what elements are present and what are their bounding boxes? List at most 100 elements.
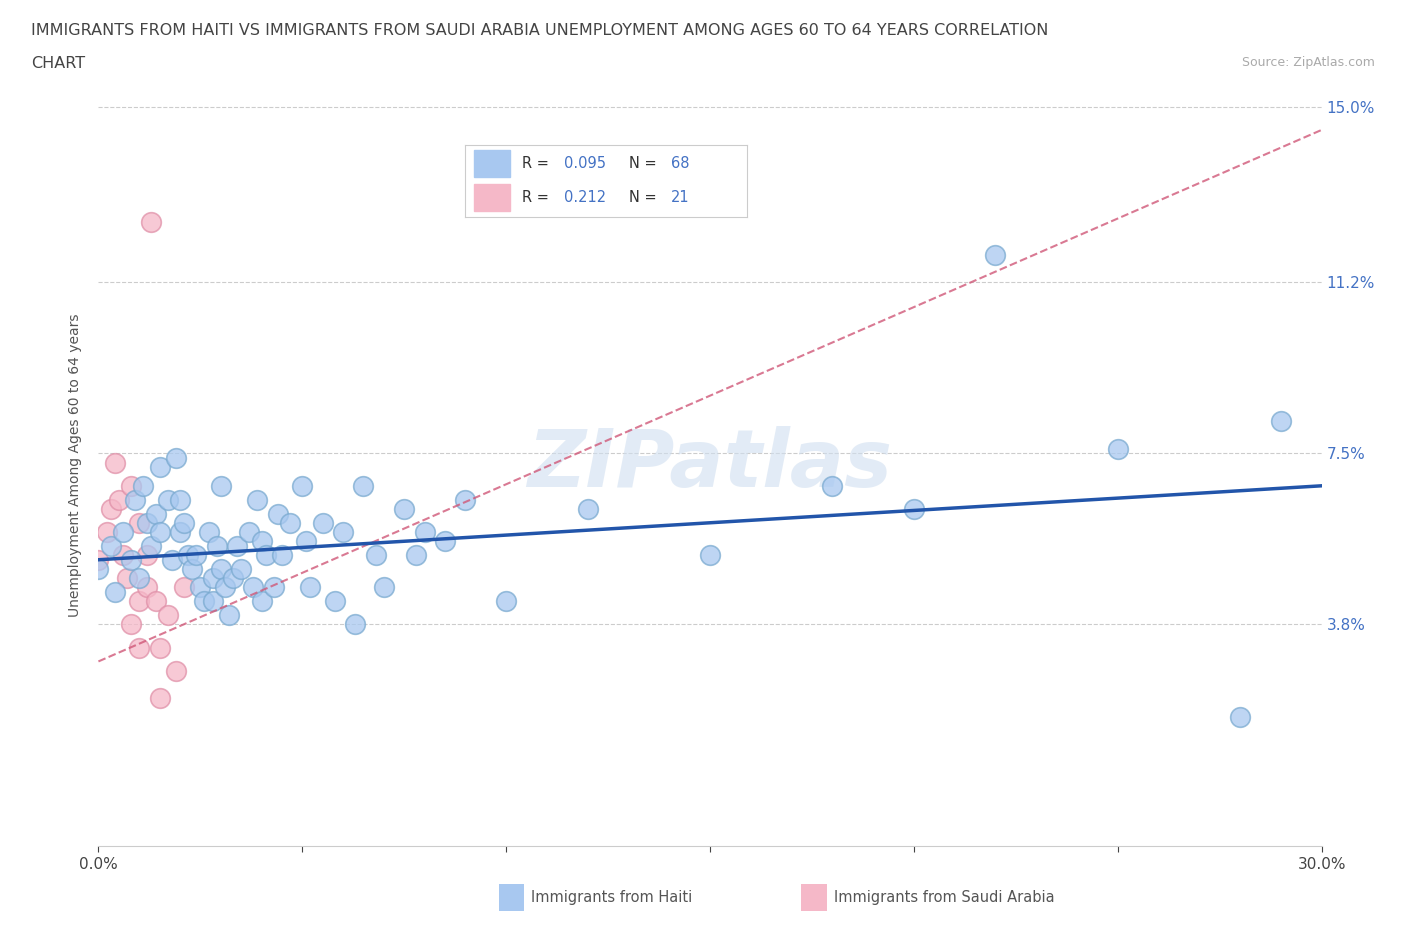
Text: ZIPatlas: ZIPatlas — [527, 426, 893, 504]
Point — [141, 538, 163, 553]
Point — [124, 492, 146, 507]
Point — [169, 492, 191, 507]
Point — [295, 534, 318, 549]
Point — [250, 594, 273, 609]
Point — [149, 691, 172, 706]
Point — [156, 608, 179, 623]
Point — [242, 580, 264, 595]
Point — [205, 538, 228, 553]
Point — [270, 548, 294, 563]
Text: R =: R = — [522, 190, 553, 206]
Point — [312, 515, 335, 530]
Point — [246, 492, 269, 507]
Point — [218, 608, 240, 623]
Point — [699, 548, 721, 563]
Point — [231, 562, 253, 577]
Point — [267, 506, 290, 521]
Point — [344, 617, 367, 631]
Point — [108, 492, 131, 507]
Point — [821, 478, 844, 493]
Point — [115, 571, 138, 586]
Text: N =: N = — [628, 156, 661, 171]
Point — [165, 663, 187, 678]
Point — [214, 580, 236, 595]
Point — [373, 580, 395, 595]
Point — [111, 525, 134, 539]
Bar — [474, 184, 510, 211]
Text: Source: ZipAtlas.com: Source: ZipAtlas.com — [1241, 56, 1375, 69]
Y-axis label: Unemployment Among Ages 60 to 64 years: Unemployment Among Ages 60 to 64 years — [67, 313, 82, 617]
Point — [332, 525, 354, 539]
Point — [120, 617, 142, 631]
Point — [1107, 442, 1129, 457]
Point — [323, 594, 346, 609]
Point — [128, 640, 150, 655]
Point — [160, 552, 183, 567]
Point — [145, 594, 167, 609]
Point — [222, 571, 245, 586]
Point — [181, 562, 204, 577]
Point — [1270, 414, 1292, 429]
Point — [149, 640, 172, 655]
Point — [173, 580, 195, 595]
Point — [193, 594, 215, 609]
Point — [173, 515, 195, 530]
Point — [1229, 710, 1251, 724]
Point — [392, 501, 416, 516]
Text: N =: N = — [628, 190, 661, 206]
Point — [576, 501, 599, 516]
Point — [201, 571, 224, 586]
Point — [132, 478, 155, 493]
Point — [87, 552, 110, 567]
Point — [104, 585, 127, 600]
Point — [96, 525, 118, 539]
Point — [299, 580, 322, 595]
Point — [128, 515, 150, 530]
Point — [291, 478, 314, 493]
Point — [903, 501, 925, 516]
Point — [405, 548, 427, 563]
Point — [250, 534, 273, 549]
Point — [254, 548, 277, 563]
Point — [364, 548, 387, 563]
Point — [104, 456, 127, 471]
Point — [111, 548, 134, 563]
Point — [128, 594, 150, 609]
Point — [141, 215, 163, 230]
Text: R =: R = — [522, 156, 553, 171]
Point — [201, 594, 224, 609]
Point — [188, 580, 212, 595]
Point — [136, 548, 159, 563]
Text: 0.212: 0.212 — [564, 190, 606, 206]
Point — [278, 515, 301, 530]
Point — [100, 501, 122, 516]
Bar — [474, 150, 510, 178]
Point — [156, 492, 179, 507]
Point — [226, 538, 249, 553]
Text: 68: 68 — [671, 156, 689, 171]
Point — [209, 562, 232, 577]
Point — [169, 525, 191, 539]
Point — [454, 492, 477, 507]
Point — [263, 580, 285, 595]
Point — [177, 548, 200, 563]
Point — [165, 451, 187, 466]
Point — [186, 548, 208, 563]
Point — [87, 562, 110, 577]
Text: Immigrants from Haiti: Immigrants from Haiti — [531, 890, 693, 905]
Point — [238, 525, 260, 539]
Point — [413, 525, 436, 539]
Point — [984, 247, 1007, 262]
Point — [120, 478, 142, 493]
Text: CHART: CHART — [31, 56, 84, 71]
Point — [136, 580, 159, 595]
Text: 0.095: 0.095 — [564, 156, 606, 171]
Point — [100, 538, 122, 553]
Point — [352, 478, 374, 493]
Point — [145, 506, 167, 521]
Text: IMMIGRANTS FROM HAITI VS IMMIGRANTS FROM SAUDI ARABIA UNEMPLOYMENT AMONG AGES 60: IMMIGRANTS FROM HAITI VS IMMIGRANTS FROM… — [31, 23, 1049, 38]
Text: 21: 21 — [671, 190, 689, 206]
Point — [149, 525, 172, 539]
Point — [120, 552, 142, 567]
Point — [136, 515, 159, 530]
